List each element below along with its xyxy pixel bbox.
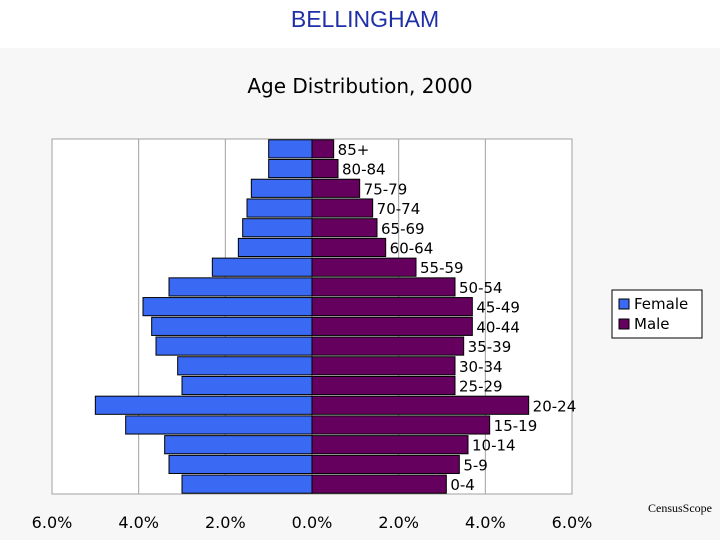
male-bar [311,277,456,297]
population-pyramid-chart: Age Distribution, 2000 0-4 5-910-14 15-19 2… [32,74,703,532]
female-bar [168,454,313,474]
male-bar [311,474,447,494]
x-tick-label: 2.0% [378,513,419,532]
x-tick-label: 6.0% [32,513,73,532]
age-group-label: 45-49 [476,299,520,317]
x-tick-label: 2.0% [205,513,246,532]
female-bar [164,435,313,455]
female-bar [168,277,313,297]
female-bar [155,336,313,356]
male-bar [311,336,465,356]
x-tick-label: 0.0% [292,513,333,532]
legend-label: Female [634,295,688,313]
gridlines [51,139,573,494]
legend-label: Male [634,315,670,333]
age-labels: 0-4 5-910-14 15-19 20-24 25-29 30-34 35-39 40-4… [338,141,577,494]
female-bar [94,395,313,415]
male-bar [311,178,361,198]
age-group-label: 15-19 [494,417,538,435]
source-credit: CensusScope [648,501,712,515]
female-bar [268,159,313,179]
female-bar [246,198,313,218]
age-group-label: 20-24 [533,397,577,415]
female-bar [250,178,313,198]
legend-box [611,289,703,339]
x-tick-labels: 6.0% 4.0% 2.0% 0.0% 2.0% 4.0% 6.0% [32,513,593,532]
female-bar [181,375,313,396]
age-group-label: 10-14 [472,437,516,455]
x-tick-label: 4.0% [118,513,159,532]
female-bar [268,139,313,159]
female-bar [142,297,313,317]
age-group-label: 5-9 [463,456,488,474]
age-group-label: 65-69 [381,220,425,238]
age-group-label: 55-59 [420,259,464,277]
male-bar [311,375,456,396]
female-bar [181,474,313,494]
age-group-label: 85+ [338,141,370,159]
male-bar [311,198,374,218]
male-bar [311,237,387,258]
age-group-label: 25-29 [459,378,503,396]
female-bar [242,218,313,238]
legend-swatch [618,318,630,330]
bars [94,139,530,494]
chart-panel: Age Distribution, 2000 0-4 5-9 10-14 15-19 2… [0,48,720,540]
female-bar [177,356,313,376]
female-bar [125,415,313,435]
female-bar [211,257,313,277]
male-bar [311,257,417,277]
age-group-label: 60-64 [390,239,434,257]
male-bar [311,139,335,159]
age-group-label: 35-39 [468,338,512,356]
male-bar [311,395,530,415]
male-bar [311,297,473,317]
male-bar [311,415,491,435]
legend-swatch [618,298,630,310]
male-bar [311,356,456,376]
female-bar [151,316,313,336]
age-group-label: 75-79 [364,180,408,198]
male-bar [311,435,469,455]
page-title: BELLINGHAM [290,6,440,32]
age-group-label: 30-34 [459,358,503,376]
age-group-label: 70-74 [377,200,421,218]
female-bar [237,237,313,258]
x-tick-label: 4.0% [465,513,506,532]
male-bar [311,316,473,336]
age-group-label: 50-54 [459,279,503,297]
legend: Female Male [611,289,703,339]
chart-title: Age Distribution, 2000 [247,74,472,98]
male-bar [311,454,460,474]
male-bar [311,159,339,179]
male-bar [311,218,378,238]
age-group-label: 80-84 [342,161,386,179]
age-group-label: 0-4 [450,476,475,494]
age-group-label: 40-44 [476,318,520,336]
x-tick-label: 6.0% [552,513,593,532]
